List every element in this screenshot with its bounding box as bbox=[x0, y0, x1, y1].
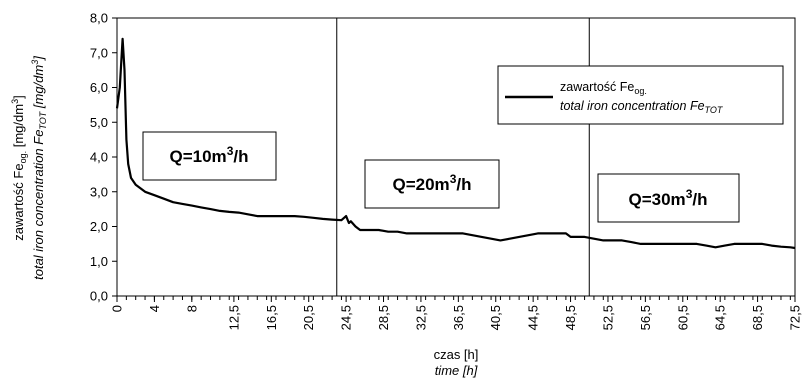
y-tick-label: 7,0 bbox=[90, 45, 108, 60]
y-axis: 0,0 1,0 2,0 3,0 4,0 5,0 6,0 7,0 8,0 bbox=[90, 11, 117, 304]
y-tick-label: 8,0 bbox=[90, 11, 108, 26]
y-tick-label: 3,0 bbox=[90, 184, 108, 199]
y-tick-label: 1,0 bbox=[90, 254, 108, 269]
y-axis-title-en: total iron concentration FeTOT [mg/dm3] bbox=[30, 56, 48, 280]
x-axis-title-pl: czas [h] bbox=[434, 347, 479, 362]
legend: zawartość Feog. total iron concentration… bbox=[497, 65, 784, 125]
annotation-q10: Q=10m3/h bbox=[142, 131, 277, 181]
x-tick-label: 20,5 bbox=[301, 305, 316, 330]
x-tick-label: 0 bbox=[110, 305, 125, 312]
x-tick-label: 60,5 bbox=[675, 305, 690, 330]
x-tick-label: 4 bbox=[147, 305, 162, 312]
svg-text:Q=30m3/h: Q=30m3/h bbox=[629, 187, 708, 209]
annotation-q30: Q=30m3/h bbox=[597, 173, 740, 223]
x-axis: 0 4 8 12,5 16,5 20,5 24,5 28,5 32,5 36,5 40,5 44,5 4… bbox=[110, 296, 802, 330]
y-tick-label: 6,0 bbox=[90, 80, 108, 95]
x-tick-label: 52,5 bbox=[600, 305, 615, 330]
x-tick-label: 24,5 bbox=[339, 305, 354, 330]
x-tick-label: 32,5 bbox=[413, 305, 428, 330]
y-tick-label: 4,0 bbox=[90, 150, 108, 165]
x-tick-label: 56,5 bbox=[638, 305, 653, 330]
x-tick-label: 8 bbox=[184, 305, 199, 312]
x-tick-label: 44,5 bbox=[526, 305, 541, 330]
y-tick-label: 0,0 bbox=[90, 289, 108, 304]
x-tick-label: 48,5 bbox=[563, 305, 578, 330]
x-tick-label: 16,5 bbox=[264, 305, 279, 330]
series-line-fe-concentration bbox=[115, 37, 796, 250]
x-tick-label: 12,5 bbox=[226, 305, 241, 330]
x-tick-label: 28,5 bbox=[376, 305, 391, 330]
y-axis-title-pl: zawartość Feog. [mg/dm3] bbox=[10, 95, 28, 240]
legend-label-pl: zawartość Feog. bbox=[560, 80, 647, 96]
svg-text:Q=20m3/h: Q=20m3/h bbox=[393, 172, 472, 194]
x-axis-title-en: time [h] bbox=[435, 363, 478, 378]
svg-text:Q=10m3/h: Q=10m3/h bbox=[170, 144, 249, 166]
phase-dividers bbox=[336, 18, 590, 296]
y-tick-label: 5,0 bbox=[90, 115, 108, 130]
x-tick-label: 72,5 bbox=[788, 305, 802, 330]
x-tick-label: 68,5 bbox=[750, 305, 765, 330]
y-tick-label: 2,0 bbox=[90, 219, 108, 234]
annotation-q20: Q=20m3/h bbox=[364, 159, 500, 209]
legend-label-en: total iron concentration FeTOT bbox=[560, 99, 724, 115]
x-tick-label: 36,5 bbox=[451, 305, 466, 330]
x-tick-label: 40,5 bbox=[488, 305, 503, 330]
x-tick-label: 64,5 bbox=[713, 305, 728, 330]
